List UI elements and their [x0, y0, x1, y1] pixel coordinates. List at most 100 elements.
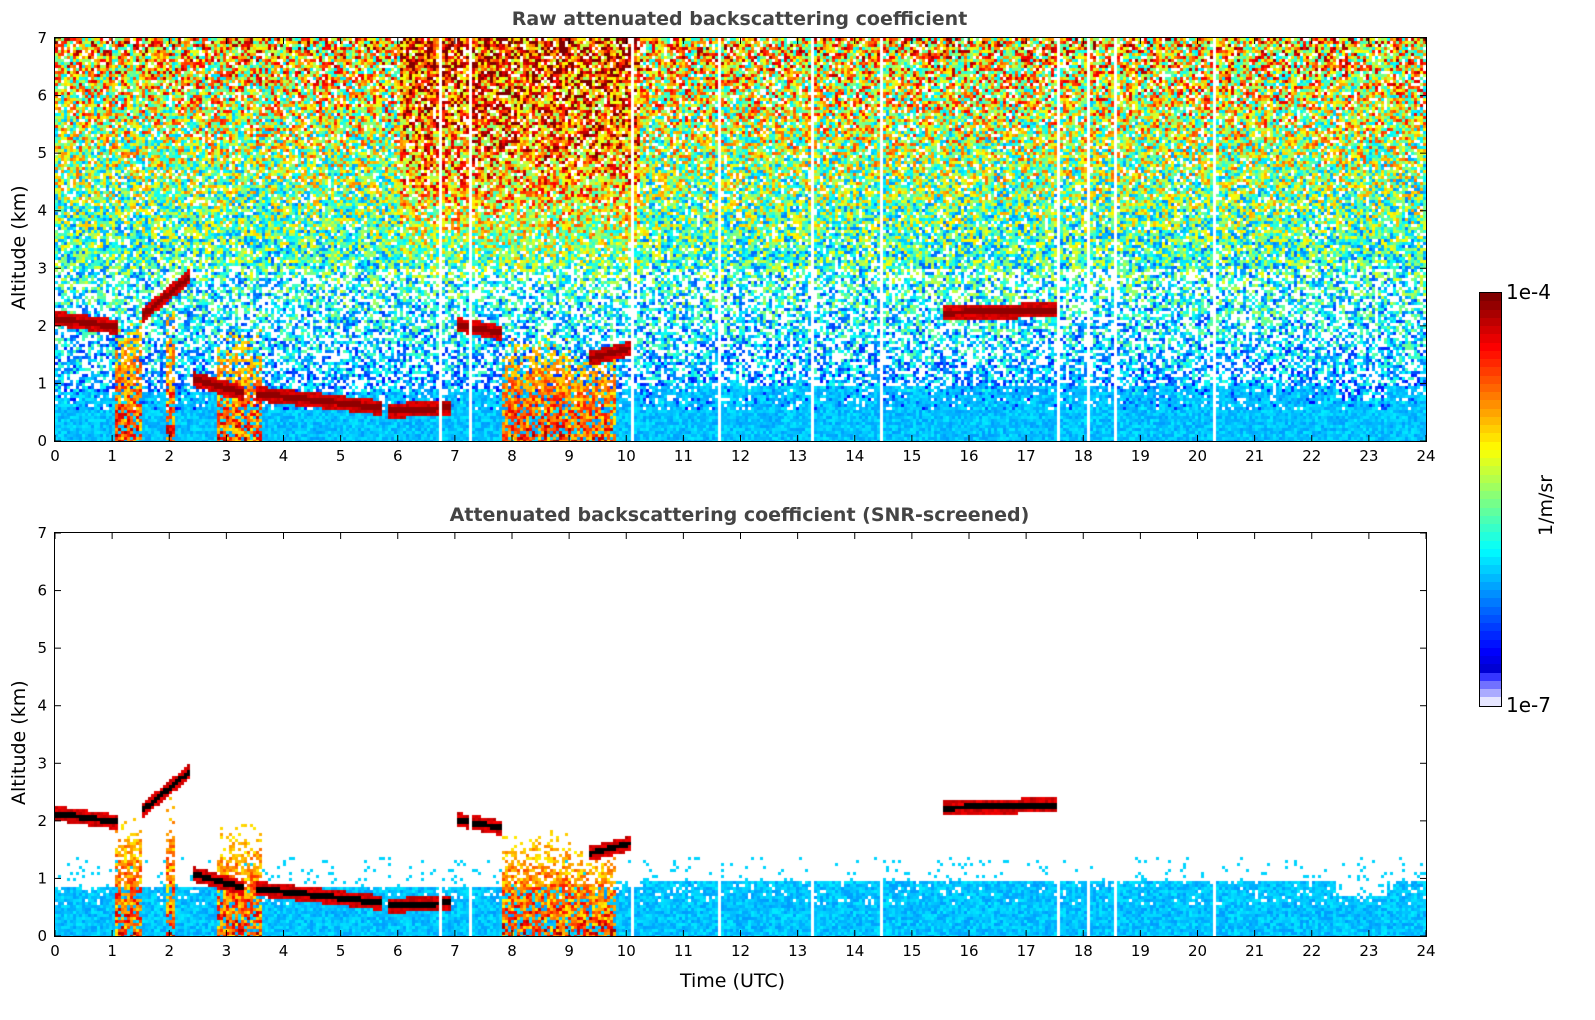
colorbar-segment — [1480, 557, 1501, 566]
colorbar-segment — [1480, 548, 1501, 557]
x-tick-label: 7 — [450, 447, 460, 465]
x-tick-label: 16 — [959, 447, 978, 465]
x-tick-label: 23 — [1359, 447, 1378, 465]
colorbar-segment — [1480, 614, 1501, 623]
colorbar-segment — [1480, 680, 1501, 689]
colorbar-segment — [1480, 359, 1501, 368]
x-tick-label: 20 — [1188, 447, 1207, 465]
y-tick-label: 7 — [37, 524, 47, 542]
x-tick-label: 23 — [1359, 942, 1378, 960]
x-tick-label: 17 — [1017, 942, 1036, 960]
colorbar-segment — [1480, 334, 1501, 343]
x-tick-label: 7 — [450, 942, 460, 960]
bottom-y-axis-label: Altitude (km) — [8, 680, 30, 805]
x-tick-label: 8 — [507, 447, 517, 465]
colorbar-segment — [1480, 631, 1501, 640]
y-tick-label: 4 — [37, 697, 47, 715]
x-tick-label: 22 — [1302, 942, 1321, 960]
colorbar-segment — [1480, 441, 1501, 450]
x-tick-label: 1 — [107, 447, 117, 465]
y-tick-label: 1 — [37, 374, 47, 392]
bottom-chart-title: Attenuated backscattering coefficient (S… — [449, 504, 1030, 526]
colorbar-max-label: 1e-4 — [1506, 280, 1551, 304]
colorbar-segment — [1480, 598, 1501, 607]
colorbar-segment — [1480, 672, 1501, 681]
colorbar-min-label: 1e-7 — [1506, 693, 1551, 717]
colorbar-segment — [1480, 482, 1501, 491]
x-tick-label: 11 — [674, 447, 693, 465]
x-tick-label: 4 — [279, 447, 289, 465]
x-tick-label: 2 — [164, 942, 174, 960]
x-tick-label: 24 — [1416, 942, 1435, 960]
y-tick-label: 2 — [37, 812, 47, 830]
x-tick-label: 9 — [564, 942, 574, 960]
top-chart-title: Raw attenuated backscattering coefficien… — [511, 8, 968, 30]
colorbar-segment — [1480, 474, 1501, 483]
x-tick-label: 5 — [336, 942, 346, 960]
y-tick-label: 6 — [37, 582, 47, 600]
x-tick-label: 6 — [393, 447, 403, 465]
x-tick-label: 6 — [393, 942, 403, 960]
x-tick-label: 3 — [222, 942, 232, 960]
x-tick-label: 18 — [1074, 942, 1093, 960]
y-tick-label: 5 — [37, 144, 47, 162]
x-tick-label: 0 — [50, 942, 60, 960]
colorbar-segment — [1480, 524, 1501, 533]
colorbar-segment — [1480, 326, 1501, 335]
colorbar — [1479, 292, 1502, 707]
colorbar-segment — [1480, 293, 1501, 302]
colorbar-segment — [1480, 540, 1501, 549]
colorbar-segment — [1480, 367, 1501, 376]
backscatter-heatmap-cells — [55, 38, 1426, 441]
axes: 0 1 2 3 4 5 6 7 8 9 10 11 12 13 14 15 16 17 18 19 20 21 22 23 24… — [37, 29, 1435, 465]
colorbar-segment — [1480, 664, 1501, 673]
colorbar-segment — [1480, 573, 1501, 582]
x-tick-label: 21 — [1245, 447, 1264, 465]
x-tick-label: 12 — [731, 447, 750, 465]
raw-backscatter-plot: 0 1 2 3 4 5 6 7 8 9 10 11 12 13 14 15 16 17 18 19 20 21 22 23 24… — [37, 29, 1435, 465]
x-tick-label: 14 — [845, 942, 864, 960]
x-tick-label: 19 — [1131, 447, 1150, 465]
y-tick-label: 5 — [37, 639, 47, 657]
colorbar-segment — [1480, 466, 1501, 475]
colorbar-segment — [1480, 458, 1501, 467]
x-tick-label: 3 — [222, 447, 232, 465]
x-tick-label: 10 — [617, 447, 636, 465]
x-tick-label: 4 — [279, 942, 289, 960]
colorbar-segment — [1480, 342, 1501, 351]
colorbar-segment — [1480, 425, 1501, 434]
y-tick-label: 7 — [37, 29, 47, 47]
x-tick-label: 13 — [788, 942, 807, 960]
colorbar-segment — [1480, 383, 1501, 392]
colorbar-segment — [1480, 656, 1501, 665]
colorbar-segment — [1480, 647, 1501, 656]
y-tick-label: 3 — [37, 259, 47, 277]
x-axis-label: Time (UTC) — [680, 970, 786, 992]
colorbar-segment — [1480, 433, 1501, 442]
colorbar-segment — [1480, 499, 1501, 508]
x-tick-label: 2 — [164, 447, 174, 465]
colorbar-segment — [1480, 350, 1501, 359]
x-tick-label: 9 — [564, 447, 574, 465]
colorbar-segment — [1480, 392, 1501, 401]
x-tick-label: 24 — [1416, 447, 1435, 465]
x-tick-label: 18 — [1074, 447, 1093, 465]
x-tick-label: 22 — [1302, 447, 1321, 465]
x-tick-label: 10 — [617, 942, 636, 960]
colorbar-unit-label: 1/m/sr — [1535, 474, 1557, 536]
colorbar-segment — [1480, 400, 1501, 409]
x-tick-label: 5 — [336, 447, 346, 465]
colorbar-segment — [1480, 689, 1501, 698]
colorbar-segment — [1480, 623, 1501, 632]
x-tick-label: 14 — [845, 447, 864, 465]
y-tick-label: 1 — [37, 869, 47, 887]
colorbar-segment — [1480, 301, 1501, 310]
x-tick-label: 20 — [1188, 942, 1207, 960]
y-tick-label: 0 — [37, 927, 47, 945]
colorbar-segment — [1480, 639, 1501, 648]
x-tick-label: 17 — [1017, 447, 1036, 465]
x-tick-label: 1 — [107, 942, 117, 960]
colorbar-segment — [1480, 532, 1501, 541]
colorbar-segment — [1480, 606, 1501, 615]
axes: 0 1 2 3 4 5 6 7 8 9 10 11 12 13 14 15 16 17 18 19 20 21 22 23 24… — [37, 524, 1435, 960]
